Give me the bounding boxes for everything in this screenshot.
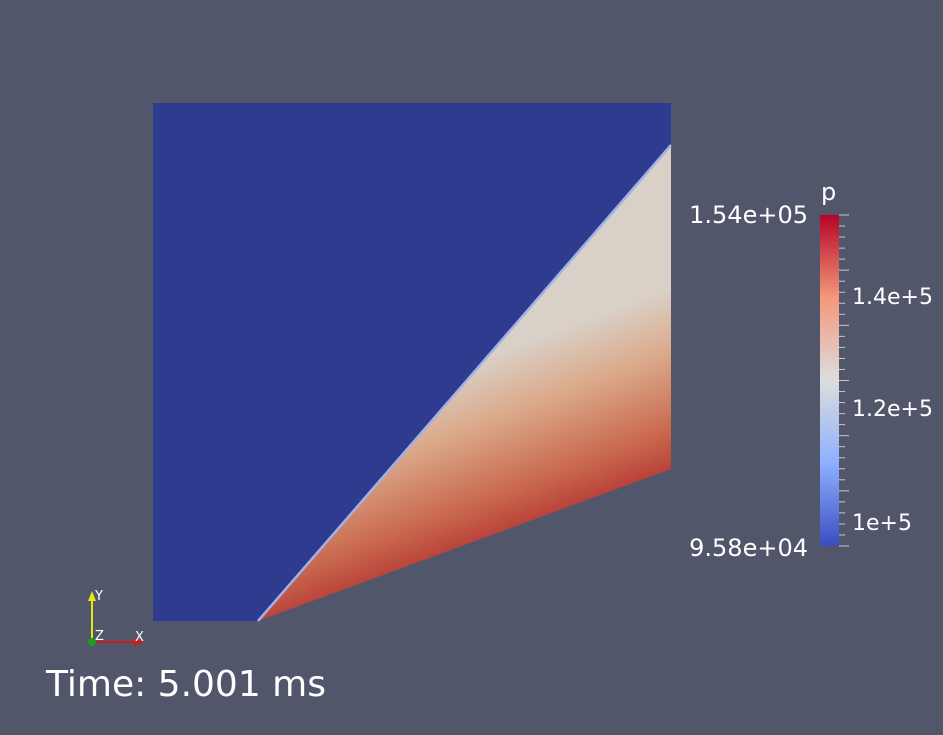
colorbar-tick-marks	[839, 214, 849, 547]
y-axis-arrowhead	[88, 591, 96, 601]
colorbar-gradient	[820, 215, 839, 546]
z-axis-label: Z	[95, 629, 104, 644]
colorbar-tick-label: 1e+5	[852, 511, 912, 536]
colorbar-min-label: 9.58e+04	[689, 534, 808, 562]
z-axis-dot	[88, 638, 96, 646]
freestream-region	[153, 103, 671, 621]
colorbar-title: p	[821, 178, 837, 206]
x-axis-label: X	[135, 630, 144, 645]
time-annotation: Time: 5.001 ms	[46, 664, 327, 705]
y-axis-label: Y	[95, 589, 103, 604]
colorbar-max-label: 1.54e+05	[689, 201, 808, 229]
shock-front	[257, 144, 672, 622]
colorbar-tick-label: 1.2e+5	[852, 397, 933, 422]
colorbar-tick-label: 1.4e+5	[852, 285, 933, 310]
colorbar	[820, 214, 849, 547]
orientation-axes	[88, 591, 144, 646]
x-axis-arrowhead	[134, 638, 144, 646]
